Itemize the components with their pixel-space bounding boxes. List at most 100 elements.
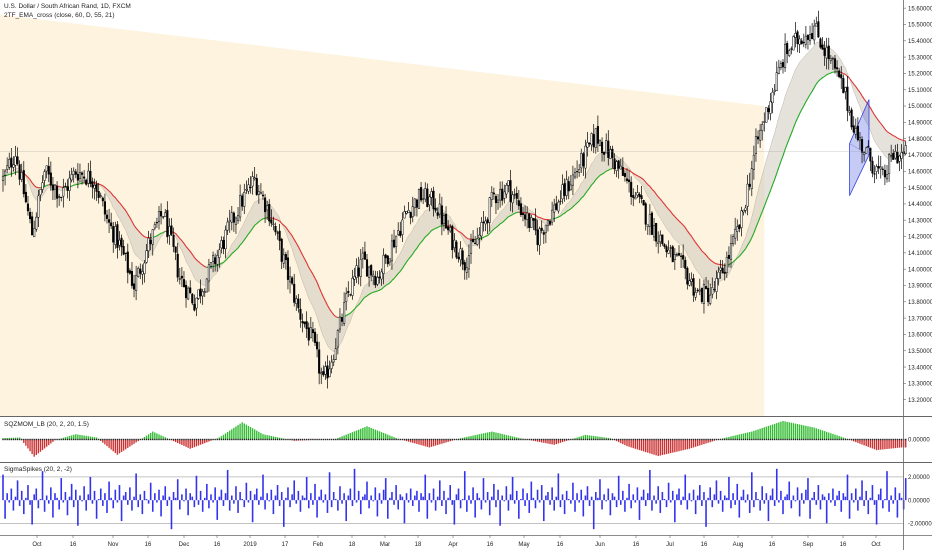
squeeze-dot: [764, 439, 765, 440]
squeeze-dot: [108, 439, 109, 440]
time-tick-label: 16: [214, 542, 221, 548]
sqzmom-bar: [762, 428, 763, 439]
sigma-bar: [618, 476, 620, 500]
ema-segment: [436, 228, 438, 229]
candle-body: [506, 185, 508, 194]
sigma-bar: [135, 473, 137, 500]
sqzmom-indicator-legend[interactable]: SQZMOM_LB (20, 2, 20, 1.5): [4, 421, 89, 428]
ema-segment: [205, 267, 207, 268]
sigma-bar: [356, 500, 358, 502]
sigma-bar: [797, 487, 799, 500]
squeeze-dot: [92, 439, 93, 440]
ema-segment: [144, 237, 146, 238]
squeeze-dot: [454, 439, 455, 440]
sigma-bar: [302, 496, 304, 501]
candle-body: [682, 255, 684, 259]
sigma-bar: [803, 500, 805, 503]
sqzmom-bar: [776, 423, 777, 439]
sigma-bar: [732, 493, 734, 500]
squeeze-dot: [749, 439, 750, 440]
candle-body: [13, 165, 15, 168]
sqzmom-bar: [198, 440, 199, 446]
squeeze-dot: [520, 439, 521, 440]
sqzmom-bar: [127, 440, 128, 448]
candle-body: [572, 175, 574, 185]
sigma-indicator-legend[interactable]: SigmaSpikes (20, 2, -2): [4, 466, 72, 473]
candle-body: [125, 253, 127, 254]
squeeze-dot: [75, 439, 76, 440]
sqzmom-bar: [250, 427, 251, 439]
squeeze-dot: [79, 439, 80, 440]
candle-body: [447, 227, 449, 230]
candle-body: [395, 236, 397, 246]
sqzmom-bar: [551, 440, 552, 445]
candle-body: [87, 171, 89, 183]
candle-body: [100, 196, 102, 197]
candle-body: [241, 196, 243, 206]
candle-body: [755, 136, 757, 153]
sqzmom-bar: [356, 430, 357, 439]
candle-body: [52, 185, 54, 190]
sigma-bar: [630, 500, 632, 508]
candle-body: [310, 328, 312, 338]
sqzmom-bar: [429, 440, 430, 448]
squeeze-dot: [254, 439, 255, 440]
sqzmom-bar: [354, 431, 355, 439]
squeeze-dot: [27, 439, 28, 440]
squeeze-dot: [504, 439, 505, 440]
sqzmom-bar: [895, 440, 896, 449]
candle-body: [741, 211, 743, 228]
sigma-tick-label: 0.00000: [908, 498, 930, 504]
time-tick-label: 16: [487, 542, 494, 548]
candle-body: [104, 202, 106, 215]
candle-body: [229, 220, 231, 221]
sigma-bar: [308, 500, 310, 508]
sigma-bar: [223, 500, 225, 506]
squeeze-dot: [248, 439, 249, 440]
time-tick-label: Sep: [803, 542, 814, 548]
sqzmom-bar: [125, 440, 126, 450]
squeeze-dot: [56, 439, 57, 440]
sigma-bar: [643, 490, 645, 500]
sigma-bar: [651, 500, 653, 510]
sigma-bar: [312, 500, 314, 505]
candle-body: [293, 284, 295, 302]
sqzmom-bar: [778, 422, 779, 439]
sigma-bar: [888, 500, 890, 512]
candle-body: [649, 214, 651, 226]
squeeze-dot: [562, 439, 563, 440]
squeeze-dot: [789, 439, 790, 440]
sigma-bar: [289, 500, 291, 507]
sqzmom-bar: [701, 440, 702, 445]
squeeze-dot: [458, 439, 459, 440]
candle-body: [243, 192, 245, 206]
sigma-bar: [867, 500, 869, 514]
candle-body: [225, 230, 227, 249]
ema-segment: [74, 185, 76, 186]
squeeze-dot: [620, 439, 621, 440]
squeeze-dot: [491, 439, 492, 440]
sigma-bar: [306, 477, 308, 500]
squeeze-dot: [17, 439, 18, 440]
sqzmom-bar: [899, 440, 900, 448]
time-tick-label: Apr: [448, 542, 457, 548]
symbol-legend[interactable]: U.S. Dollar / South African Rand, 1D, FX…: [4, 3, 131, 10]
squeeze-dot: [314, 439, 315, 440]
squeeze-dot: [29, 439, 30, 440]
time-tick-label: 17: [282, 542, 289, 548]
squeeze-dot: [348, 439, 349, 440]
sigma-bar: [782, 500, 784, 514]
sigma-bar: [551, 487, 553, 500]
sqzmom-bar: [766, 427, 767, 440]
squeeze-dot: [799, 439, 800, 440]
candle-body: [6, 166, 8, 170]
sigma-bar: [231, 496, 233, 501]
candle-body: [437, 213, 439, 216]
squeeze-dot: [878, 439, 879, 440]
squeeze-dot: [160, 439, 161, 440]
candle-body: [139, 269, 141, 273]
sigma-bar: [362, 497, 364, 500]
ema-indicator-legend[interactable]: 2TF_EMA_cross (close, 60, D, 55, 21): [4, 12, 115, 19]
sqzmom-bar: [156, 433, 157, 439]
